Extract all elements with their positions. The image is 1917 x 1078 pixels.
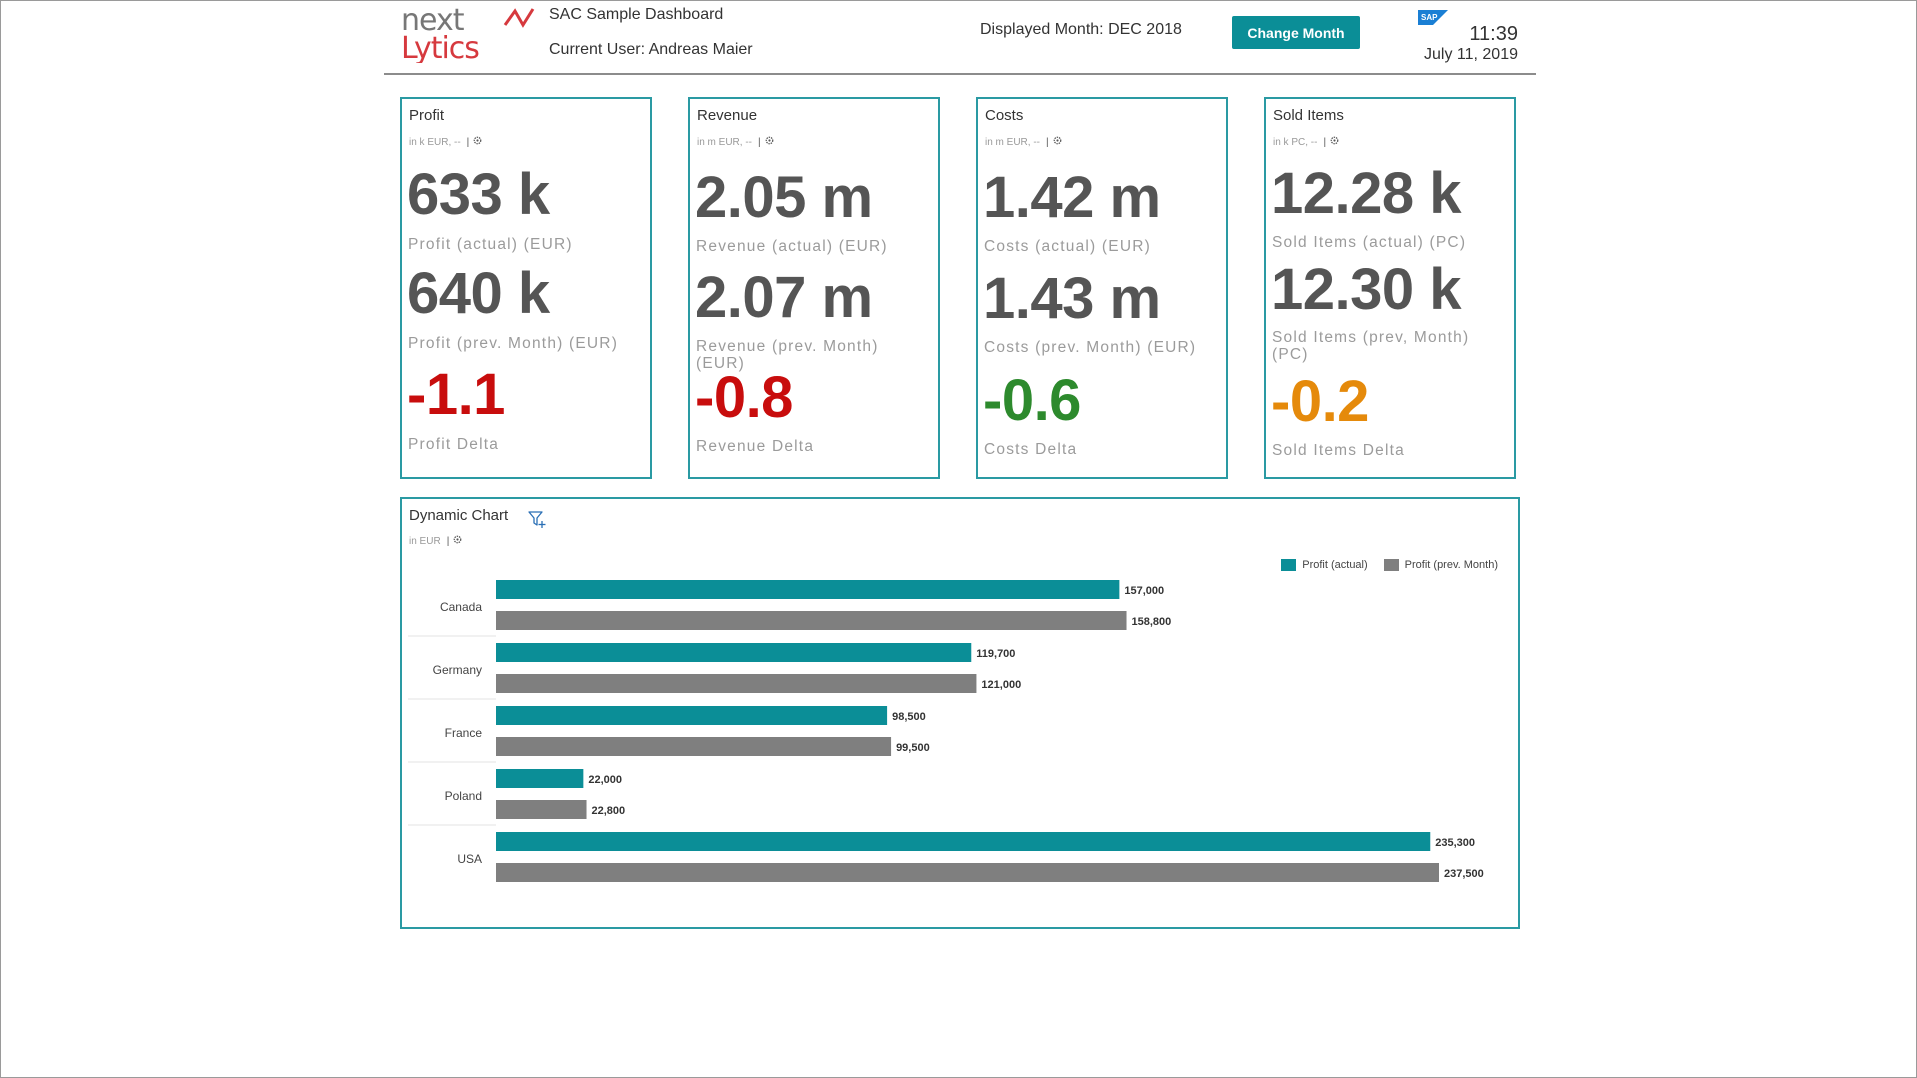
bar-value-label: 157,000 — [1124, 585, 1164, 597]
current-user-label: Current User: Andreas Maier — [549, 41, 753, 58]
costs-actual-value: 1.42 m — [983, 165, 1161, 230]
legend-label-prev: Profit (prev. Month) — [1404, 559, 1498, 571]
settings-icon[interactable] — [1330, 136, 1339, 145]
costs-delta-value: -0.6 — [983, 368, 1081, 433]
svg-text:Lytics: Lytics — [401, 31, 479, 63]
tile-title: Profit — [409, 107, 445, 124]
bar-actual-france[interactable] — [496, 706, 888, 725]
bar-prev-canada[interactable] — [496, 611, 1127, 630]
chart-title: Dynamic Chart — [409, 507, 509, 524]
sold-items-delta-label: Sold Items Delta — [1272, 442, 1405, 459]
bar-value-label: 237,500 — [1444, 868, 1484, 880]
company-logo: next Lytics — [401, 3, 535, 63]
tile-subtitle: in m EUR, -- | — [697, 136, 774, 148]
tile-subtitle: in k PC, -- | — [1273, 136, 1339, 148]
category-label: Canada — [440, 600, 482, 614]
settings-icon[interactable] — [1053, 136, 1062, 145]
tile-unit-label: in m EUR, -- — [985, 137, 1040, 148]
costs-actual-label: Costs (actual) (EUR) — [984, 238, 1151, 255]
sap-logo: SAP — [1418, 10, 1448, 25]
profit-delta-value: -1.1 — [407, 362, 505, 427]
legend-label-actual: Profit (actual) — [1302, 559, 1368, 571]
bar-actual-poland[interactable] — [496, 769, 584, 788]
revenue-actual-value: 2.05 m — [695, 165, 873, 230]
svg-text:SAP: SAP — [1421, 13, 1438, 22]
profit-prev-value: 640 k — [407, 261, 550, 326]
dashboard-header: next Lytics SAC Sample Dashboard Current… — [384, 0, 1536, 75]
sold-items-actual-label: Sold Items (actual) (PC) — [1272, 234, 1467, 251]
bar-chart: Canada 157,000 158,800 Germany 119,700 121,00… — [408, 580, 1484, 882]
kpi-tile-profit[interactable]: Profit in k EUR, -- | 633 k Profit (actua… — [400, 97, 652, 479]
app-title: SAC Sample Dashboard — [549, 6, 724, 23]
kpi-tile-costs[interactable]: Costs in m EUR, -- | 1.42 m Costs (actual… — [976, 97, 1228, 479]
tile-title: Revenue — [697, 107, 758, 124]
revenue-delta-value: -0.8 — [695, 365, 793, 430]
bar-prev-poland[interactable] — [496, 800, 587, 819]
category-label: USA — [457, 852, 482, 866]
profit-prev-label: Profit (prev. Month) (EUR) — [408, 335, 619, 352]
legend-swatch-actual — [1281, 559, 1297, 571]
displayed-month-label: Displayed Month: DEC 2018 — [980, 21, 1182, 38]
sold-items-delta-value: -0.2 — [1271, 369, 1369, 434]
bar-prev-usa[interactable] — [496, 863, 1439, 882]
chart-unit-label: in EUR — [409, 536, 441, 547]
bar-value-label: 158,800 — [1132, 616, 1172, 628]
tile-subtitle: in m EUR, -- | — [985, 136, 1062, 148]
svg-text:next: next — [401, 3, 465, 38]
settings-icon[interactable] — [765, 136, 774, 145]
tile-subtitle: in k EUR, -- | — [409, 136, 482, 148]
category-label: France — [445, 726, 483, 740]
change-month-button[interactable]: Change Month — [1232, 16, 1360, 49]
legend-item-prev[interactable]: Profit (prev. Month) — [1383, 559, 1498, 571]
chart-subtitle: in EUR | — [409, 535, 462, 547]
revenue-actual-label: Revenue (actual) (EUR) — [696, 238, 888, 255]
tile-unit-label: in k PC, -- — [1273, 137, 1318, 148]
tile-title: Sold Items — [1273, 107, 1344, 124]
bar-actual-germany[interactable] — [496, 643, 972, 662]
bar-value-label: 119,700 — [976, 648, 1015, 660]
category-label: Poland — [445, 789, 482, 803]
tile-title: Costs — [985, 107, 1024, 124]
clock-time: 11:39 — [1469, 23, 1518, 45]
sold-items-prev-label: Sold Items (prev, Month) (PC) — [1272, 329, 1470, 363]
bar-value-label: 22,000 — [588, 774, 622, 786]
dynamic-chart-card[interactable]: Canada 157,000 158,800 Germany 119,700 121,00… — [400, 497, 1520, 929]
kpi-tile-revenue[interactable]: Revenue in m EUR, -- | 2.05 m Revenue (ac… — [688, 97, 940, 479]
bar-actual-usa[interactable] — [496, 832, 1431, 851]
bar-value-label: 98,500 — [892, 711, 926, 723]
bar-prev-germany[interactable] — [496, 674, 977, 693]
revenue-delta-label: Revenue Delta — [696, 438, 815, 455]
bar-value-label: 99,500 — [896, 742, 930, 754]
revenue-prev-label: Revenue (prev. Month) (EUR) — [696, 338, 879, 372]
clock-date: July 11, 2019 — [1424, 46, 1518, 63]
category-label: Germany — [433, 663, 482, 677]
legend-swatch-prev — [1383, 559, 1399, 571]
sold-items-actual-value: 12.28 k — [1271, 161, 1462, 226]
tile-unit-label: in m EUR, -- — [697, 137, 752, 148]
bar-value-label: 121,000 — [981, 679, 1021, 691]
kpi-tile-sold-items[interactable]: Sold Items in k PC, -- | 12.28 k Sold Ite… — [1264, 97, 1516, 479]
sold-items-prev-value: 12.30 k — [1271, 257, 1462, 322]
profit-actual-label: Profit (actual) (EUR) — [408, 236, 573, 253]
filter-add-icon[interactable] — [527, 509, 547, 529]
costs-prev-value: 1.43 m — [983, 266, 1161, 331]
profit-actual-value: 633 k — [407, 162, 550, 227]
bar-value-label: 235,300 — [1435, 837, 1475, 849]
settings-icon[interactable] — [473, 136, 482, 145]
bar-actual-canada[interactable] — [496, 580, 1120, 599]
tile-unit-label: in k EUR, -- — [409, 137, 461, 148]
costs-delta-label: Costs Delta — [984, 441, 1078, 458]
revenue-prev-value: 2.07 m — [695, 265, 873, 330]
bar-prev-france[interactable] — [496, 737, 892, 756]
legend-item-actual[interactable]: Profit (actual) — [1281, 559, 1368, 571]
settings-icon[interactable] — [453, 535, 462, 544]
bar-value-label: 22,800 — [592, 805, 626, 817]
chart-legend: Profit (actual) Profit (prev. Month) — [1281, 559, 1498, 571]
costs-prev-label: Costs (prev. Month) (EUR) — [984, 339, 1197, 356]
profit-delta-label: Profit Delta — [408, 436, 500, 453]
